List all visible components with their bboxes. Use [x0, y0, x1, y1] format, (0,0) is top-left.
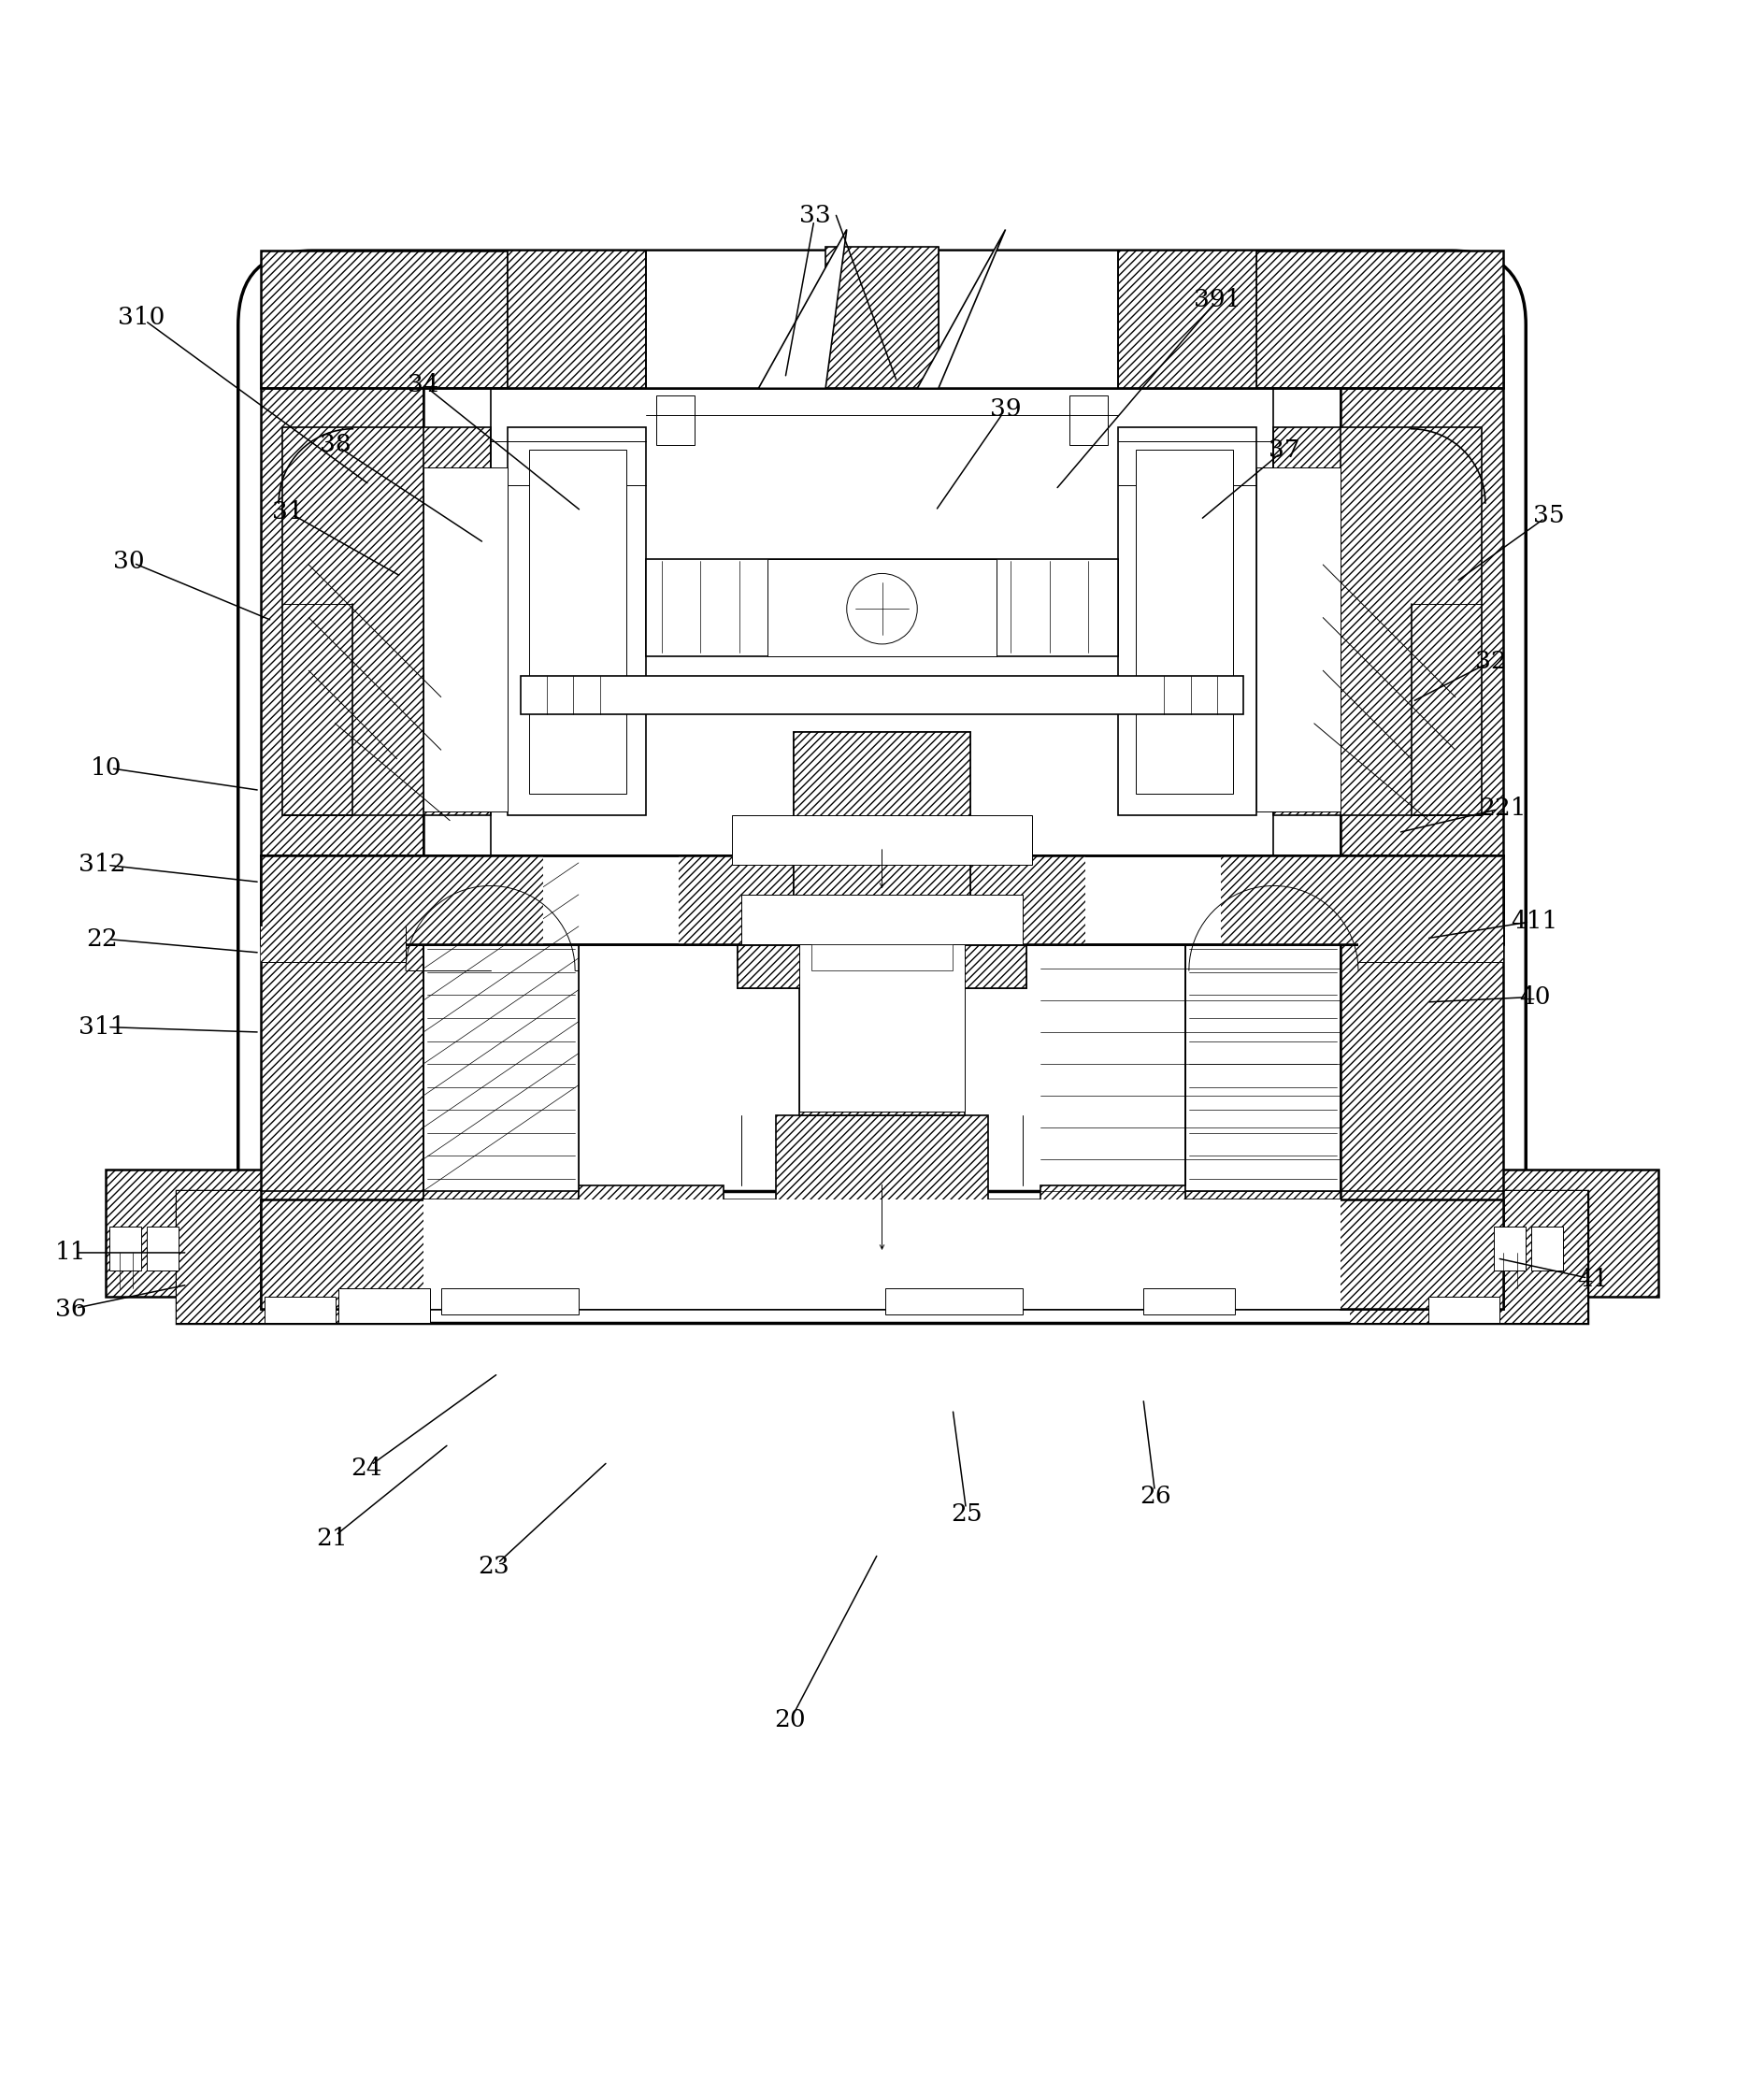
Bar — [767, 560, 997, 656]
Bar — [106, 1170, 273, 1297]
Bar — [656, 396, 695, 446]
Bar — [441, 1289, 579, 1314]
Bar — [1429, 1297, 1499, 1324]
Bar — [1358, 926, 1503, 962]
Circle shape — [847, 573, 917, 643]
Text: 36: 36 — [55, 1297, 86, 1320]
Bar — [508, 250, 646, 387]
Bar — [146, 1226, 178, 1270]
Text: 37: 37 — [1268, 439, 1300, 462]
Text: 311: 311 — [79, 1016, 125, 1039]
Bar — [679, 856, 1085, 943]
Bar — [1341, 877, 1503, 1310]
Bar — [261, 926, 406, 962]
Bar — [1491, 1170, 1658, 1297]
Bar — [176, 1191, 1588, 1324]
Bar — [423, 468, 508, 812]
Text: 41: 41 — [1577, 1268, 1609, 1291]
Bar — [1221, 856, 1503, 943]
Bar — [508, 427, 646, 816]
Bar — [261, 926, 406, 962]
Text: 35: 35 — [1533, 504, 1565, 527]
Bar — [261, 1199, 1503, 1310]
Bar — [1136, 450, 1233, 793]
Polygon shape — [917, 229, 1005, 387]
Bar — [799, 970, 965, 1116]
Text: 411: 411 — [1512, 910, 1558, 933]
Text: 39: 39 — [990, 398, 1021, 421]
Bar — [1358, 926, 1503, 962]
Text: 21: 21 — [316, 1526, 348, 1551]
Text: 38: 38 — [319, 433, 351, 456]
Bar — [732, 816, 1032, 864]
Text: 31: 31 — [272, 500, 303, 523]
Bar — [1041, 1185, 1185, 1310]
Bar — [794, 733, 970, 899]
FancyBboxPatch shape — [238, 250, 1526, 1310]
Bar — [261, 856, 1503, 943]
Text: 310: 310 — [118, 306, 164, 329]
Bar — [282, 427, 490, 816]
Bar — [1118, 250, 1256, 387]
Bar — [109, 1226, 141, 1270]
Bar — [799, 943, 965, 1112]
Bar — [261, 877, 423, 1310]
Bar — [176, 1191, 415, 1324]
Bar — [1256, 468, 1341, 812]
Bar — [423, 931, 579, 1191]
Text: 221: 221 — [1480, 797, 1526, 820]
Bar — [261, 856, 543, 943]
Bar — [931, 250, 1256, 387]
Bar — [520, 677, 1244, 714]
Text: 25: 25 — [951, 1501, 983, 1526]
Bar — [1185, 926, 1341, 1199]
Text: 22: 22 — [86, 926, 118, 949]
Bar — [737, 943, 1027, 989]
Bar — [261, 335, 423, 856]
Bar — [1118, 250, 1256, 387]
Bar — [423, 1199, 1341, 1310]
Bar — [529, 450, 626, 793]
Text: 34: 34 — [407, 373, 439, 396]
Bar — [261, 856, 1503, 943]
Bar — [1118, 427, 1256, 816]
Text: 30: 30 — [113, 550, 145, 573]
Text: 33: 33 — [799, 204, 831, 227]
Bar — [737, 943, 1027, 989]
Bar — [1494, 1226, 1526, 1270]
Bar — [811, 943, 953, 970]
Text: 23: 23 — [478, 1555, 510, 1578]
Bar — [423, 926, 579, 1199]
Bar — [579, 1185, 723, 1310]
Bar — [339, 1289, 430, 1324]
Bar — [1341, 335, 1503, 856]
Polygon shape — [759, 229, 847, 387]
Bar — [1143, 1289, 1235, 1314]
Bar — [508, 250, 833, 387]
Bar — [886, 1289, 1023, 1314]
Text: 26: 26 — [1140, 1484, 1171, 1507]
Bar — [265, 1297, 335, 1324]
Bar — [794, 733, 970, 899]
Bar — [508, 250, 646, 387]
Text: 40: 40 — [1519, 985, 1551, 1008]
Text: 32: 32 — [1475, 650, 1506, 672]
Text: 391: 391 — [1194, 289, 1240, 312]
Bar — [646, 560, 1118, 656]
Bar — [1274, 427, 1482, 816]
Bar — [1069, 396, 1108, 446]
Bar — [1531, 1226, 1563, 1270]
Text: 24: 24 — [351, 1455, 383, 1480]
Text: 11: 11 — [55, 1241, 86, 1264]
Text: 10: 10 — [90, 756, 122, 779]
Bar — [826, 248, 938, 387]
Bar — [1185, 931, 1341, 1191]
Text: 312: 312 — [79, 854, 125, 877]
Bar — [1349, 1191, 1588, 1324]
Bar — [261, 250, 1503, 387]
Bar — [741, 895, 1023, 943]
Text: 20: 20 — [774, 1709, 806, 1732]
Bar — [826, 248, 938, 387]
Bar — [776, 1116, 988, 1310]
